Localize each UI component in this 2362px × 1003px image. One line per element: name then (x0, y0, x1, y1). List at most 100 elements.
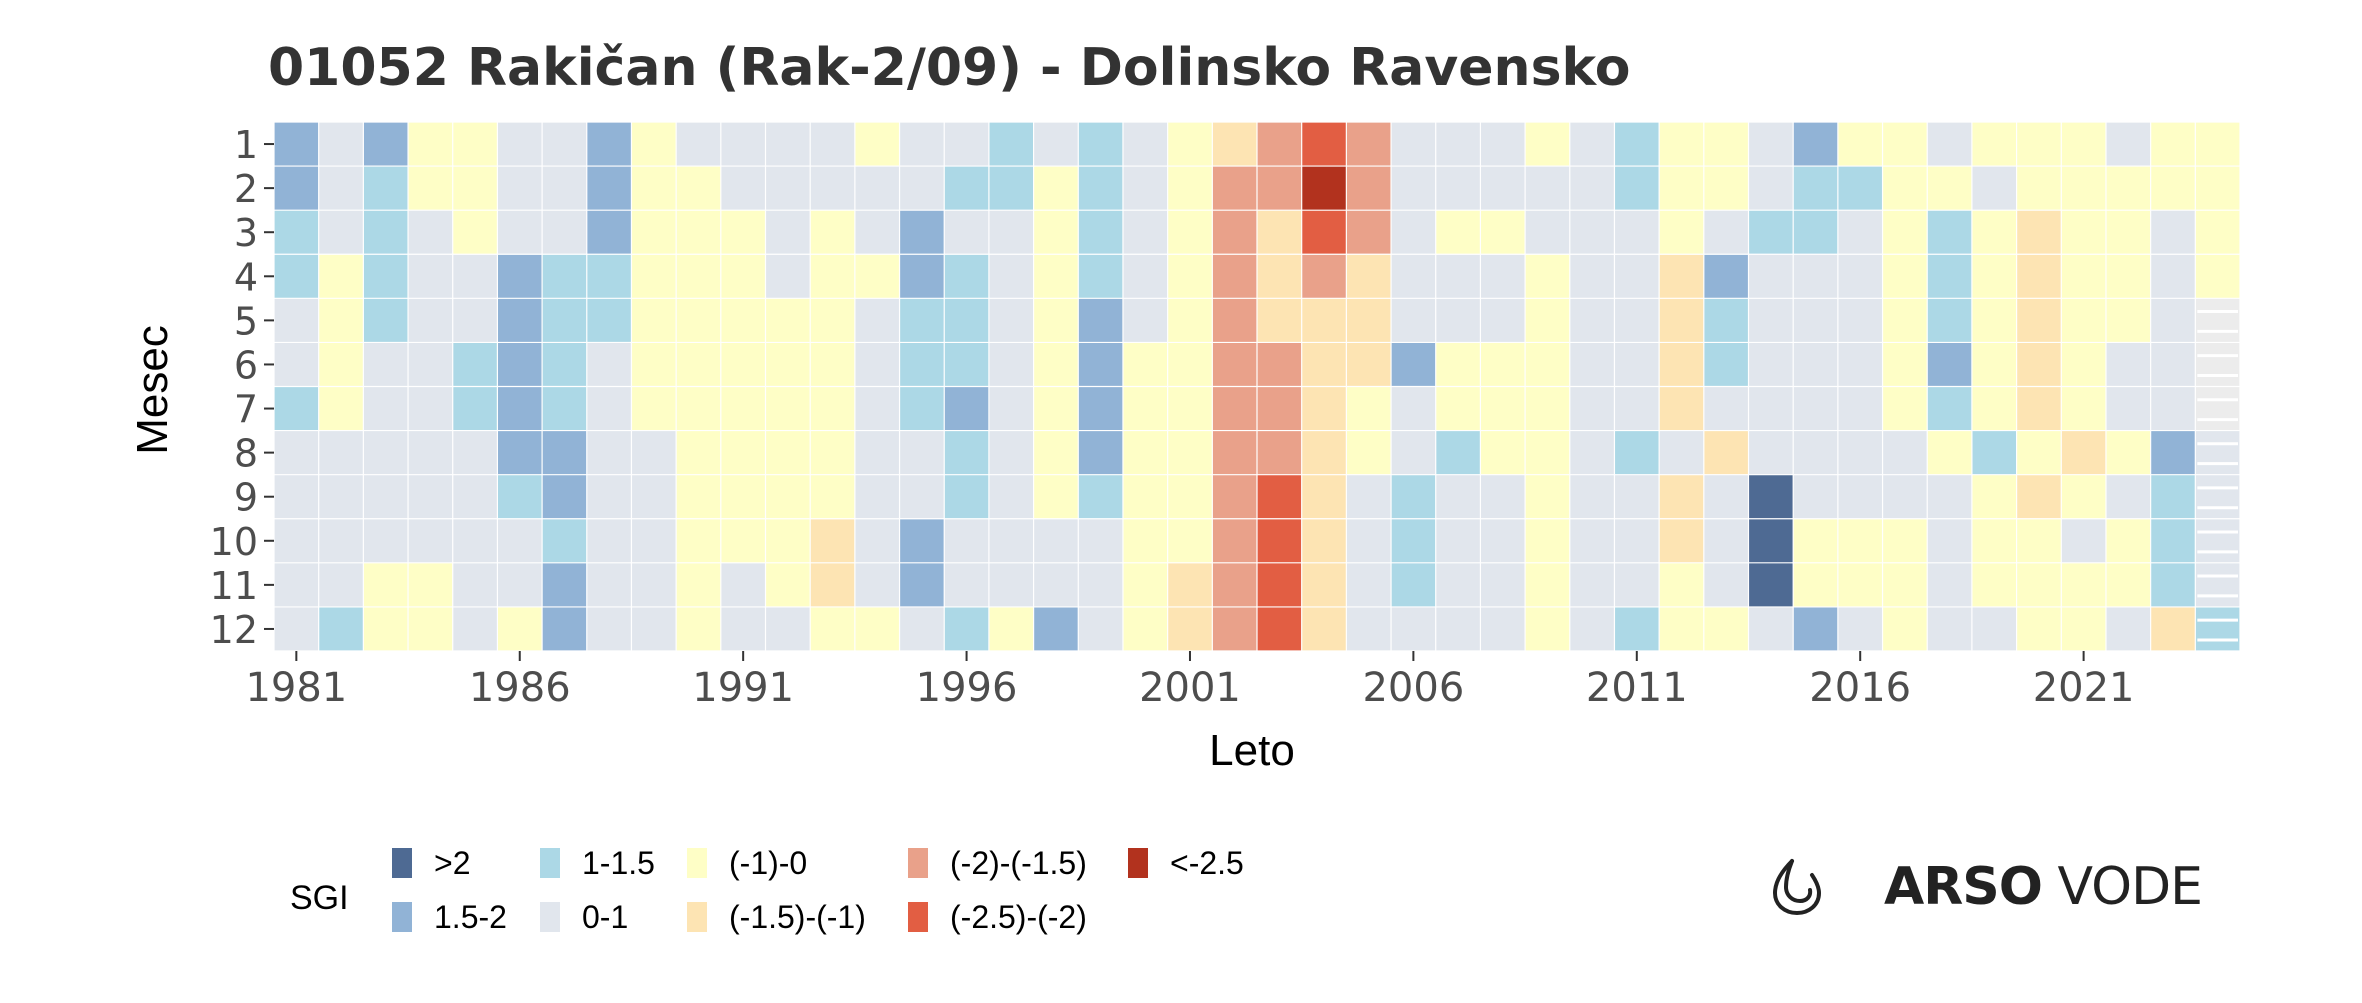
heatmap-cell-2009-4 (1525, 254, 1570, 299)
heatmap-cell-2005-12 (1346, 606, 1392, 651)
heatmap-cell-1996-10 (944, 518, 989, 563)
heatmap-cell-2024-1 (2195, 122, 2240, 167)
heatmap-cell-2001-4 (1167, 254, 1213, 299)
heatmap-cell-2008-10 (1480, 518, 1526, 563)
heatmap-cell-2024-4 (2195, 254, 2240, 299)
heatmap-cell-1984-4 (408, 254, 453, 299)
heatmap-cell-2023-3 (2150, 210, 2196, 255)
heatmap-cell-2017-10 (1882, 518, 1928, 563)
heatmap-cells (274, 122, 2240, 651)
heatmap-cell-1989-12 (631, 606, 677, 651)
heatmap-cell-2024-8 (2195, 430, 2240, 475)
heatmap-cell-1991-9 (720, 474, 766, 519)
heatmap-cell-2000-12 (1122, 606, 1168, 651)
heatmap-cell-1992-7 (765, 386, 811, 431)
legend-label: 0-1 (582, 899, 628, 935)
heatmap-cell-1983-12 (363, 606, 409, 651)
heatmap-cell-1985-7 (452, 386, 498, 431)
heatmap-cell-2010-1 (1569, 122, 1615, 167)
heatmap-cell-2020-4 (2016, 254, 2062, 299)
heatmap-cell-2004-6 (1301, 342, 1347, 387)
heatmap-cell-2005-11 (1346, 562, 1392, 607)
heatmap-cell-2007-5 (1435, 298, 1481, 343)
heatmap-cell-1982-4 (318, 254, 364, 299)
heatmap-cell-2015-5 (1793, 298, 1838, 343)
heatmap-cell-2019-7 (1971, 386, 2017, 431)
legend-label: (-1)-0 (729, 845, 807, 881)
heatmap-cell-2023-7 (2150, 386, 2196, 431)
heatmap-cell-2023-8 (2150, 430, 2196, 475)
heatmap-cell-2012-2 (1659, 166, 1704, 211)
heatmap-cell-1995-5 (899, 298, 945, 343)
heatmap-cell-1982-9 (318, 474, 364, 519)
y-tick-label: 3 (234, 211, 258, 255)
heatmap-cell-2015-6 (1793, 342, 1838, 387)
heatmap-cell-1989-8 (631, 430, 677, 475)
heatmap-cell-1988-10 (586, 518, 632, 563)
heatmap-cell-2000-11 (1122, 562, 1168, 607)
heatmap-cell-2002-1 (1212, 122, 1257, 167)
legend-swatch (687, 902, 707, 932)
heatmap-cell-2012-12 (1659, 606, 1704, 651)
legend-label: 1-1.5 (582, 845, 655, 881)
x-tick-label: 1996 (916, 665, 1018, 711)
heatmap-cell-2009-5 (1525, 298, 1570, 343)
heatmap-cell-2014-12 (1748, 606, 1794, 651)
heatmap-cell-1983-10 (363, 518, 409, 563)
heatmap-cell-2001-3 (1167, 210, 1213, 255)
heatmap-cell-1988-11 (586, 562, 632, 607)
heatmap-cell-1987-8 (542, 430, 587, 475)
heatmap-cell-2019-12 (1971, 606, 2017, 651)
heatmap-cell-2017-9 (1882, 474, 1928, 519)
heatmap-cell-2010-9 (1569, 474, 1615, 519)
heatmap-cell-1998-11 (1033, 562, 1079, 607)
heatmap-cell-1987-1 (542, 122, 587, 167)
heatmap-cell-2000-10 (1122, 518, 1168, 563)
heatmap-cell-1992-8 (765, 430, 811, 475)
heatmap-cell-1998-2 (1033, 166, 1079, 211)
heatmap-cell-1981-10 (274, 518, 319, 563)
heatmap-cell-2017-3 (1882, 210, 1928, 255)
heatmap-cell-2011-3 (1614, 210, 1660, 255)
heatmap-cell-2022-5 (2105, 298, 2151, 343)
y-tick-label: 9 (234, 476, 258, 520)
heatmap-cell-1983-6 (363, 342, 409, 387)
heatmap-cell-1982-12 (318, 606, 364, 651)
heatmap-cell-2005-7 (1346, 386, 1392, 431)
heatmap-cell-2023-6 (2150, 342, 2196, 387)
heatmap-cell-2004-2 (1301, 166, 1347, 211)
heatmap-cell-1982-3 (318, 210, 364, 255)
heatmap-cell-1990-8 (676, 430, 721, 475)
heatmap-cell-2003-9 (1257, 474, 1302, 519)
heatmap-cell-2012-11 (1659, 562, 1704, 607)
heatmap-cell-2013-9 (1703, 474, 1749, 519)
y-tick-label: 10 (210, 520, 258, 564)
heatmap-cell-1997-12 (988, 606, 1034, 651)
heatmap-cell-2015-12 (1793, 606, 1838, 651)
legend-label: (-1.5)-(-1) (729, 899, 866, 935)
heatmap-cell-2023-5 (2150, 298, 2196, 343)
heatmap-cell-1993-5 (810, 298, 855, 343)
heatmap-cell-1982-5 (318, 298, 364, 343)
heatmap-cell-2024-9 (2195, 474, 2240, 519)
heatmap-cell-2010-6 (1569, 342, 1615, 387)
legend-swatch (392, 848, 412, 878)
heatmap-cell-2007-7 (1435, 386, 1481, 431)
heatmap-cell-1998-6 (1033, 342, 1079, 387)
heatmap-cell-2019-2 (1971, 166, 2017, 211)
heatmap-cell-1987-2 (542, 166, 587, 211)
heatmap-cell-1983-4 (363, 254, 409, 299)
heatmap-cell-1985-9 (452, 474, 498, 519)
heatmap-cell-1991-11 (720, 562, 766, 607)
heatmap-cell-1986-5 (497, 298, 543, 343)
heatmap-cell-1988-8 (586, 430, 632, 475)
heatmap-cell-2024-5 (2195, 298, 2240, 343)
heatmap-cell-2022-10 (2105, 518, 2151, 563)
heatmap-cell-1987-9 (542, 474, 587, 519)
heatmap-cell-2013-3 (1703, 210, 1749, 255)
heatmap-cell-2005-5 (1346, 298, 1392, 343)
heatmap-cell-1995-3 (899, 210, 945, 255)
heatmap-cell-2013-5 (1703, 298, 1749, 343)
heatmap-cell-2018-10 (1927, 518, 1972, 563)
heatmap-cell-2009-1 (1525, 122, 1570, 167)
